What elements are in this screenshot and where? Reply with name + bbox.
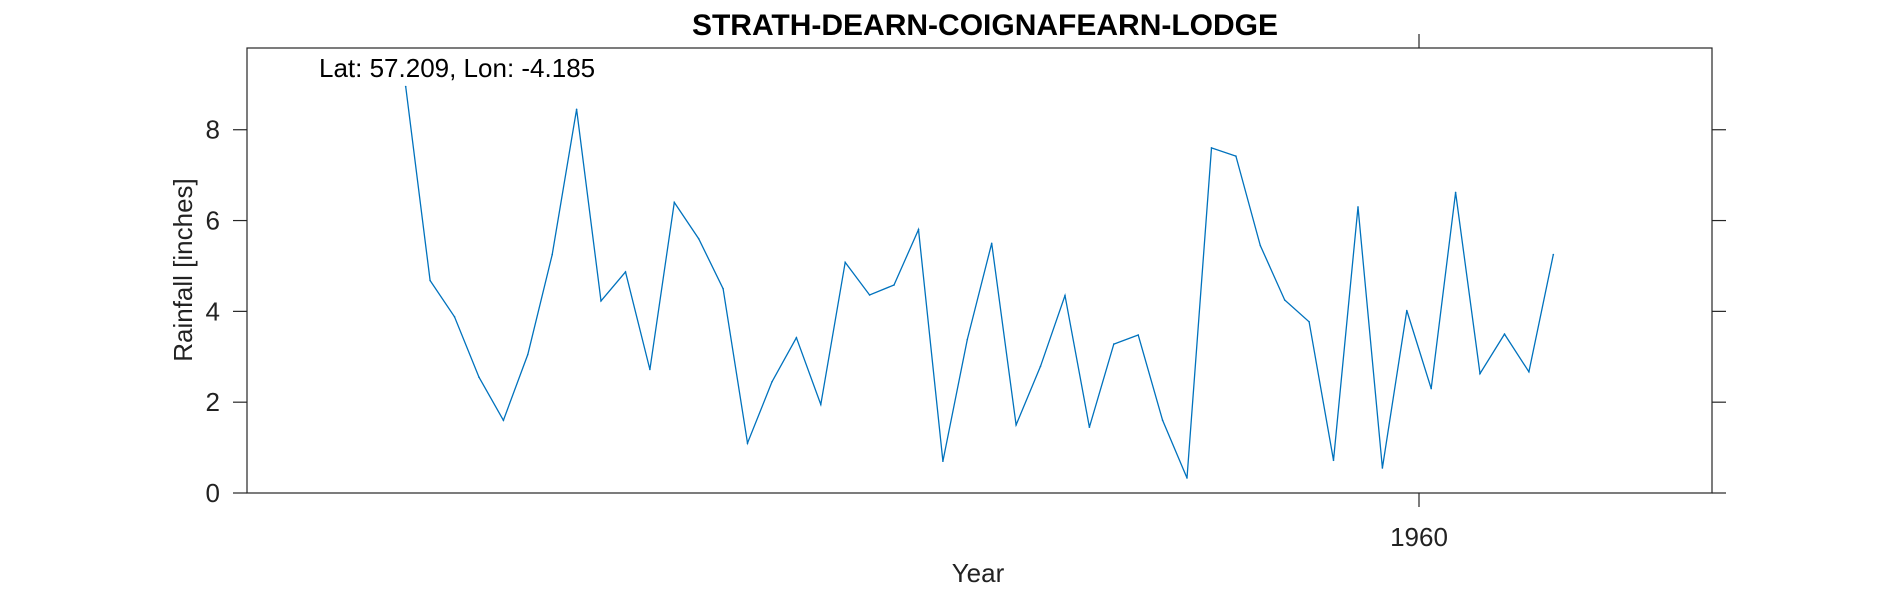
data-point-45 [1503,333,1506,335]
data-point-27 [1064,294,1066,297]
data-point-28 [1088,426,1091,429]
data-point-10 [649,368,651,371]
data-point-22 [942,460,944,463]
data-point-15 [771,381,773,383]
data-point-35 [1259,244,1262,247]
data-point-8 [600,300,602,302]
y-axis-tick-labels: 0 2 4 6 8 [206,115,220,508]
data-point-39 [1357,206,1359,208]
data-point-41 [1406,309,1408,312]
data-point-13 [722,287,724,290]
x-axis-tick-labels: 1960 [1390,522,1448,552]
data-point-20 [893,284,895,286]
data-point-17 [820,403,822,406]
station-coordinates-annotation: Lat: 57.209, Lon: -4.185 [319,53,595,83]
data-point-12 [697,237,700,240]
data-points [404,85,1555,479]
y-tick-label: 0 [206,478,220,508]
data-point-3 [478,376,480,379]
data-point-26 [1039,365,1042,368]
data-point-42 [1430,387,1432,390]
data-point-44 [1479,372,1481,375]
data-point-25 [1015,424,1017,426]
data-point-29 [1113,343,1115,345]
data-point-37 [1308,321,1310,323]
data-point-5 [527,353,529,356]
data-point-30 [1137,334,1139,336]
data-point-18 [844,261,846,264]
data-point-47 [1552,253,1555,256]
data-point-4 [502,419,505,422]
plot-area [246,47,1713,494]
rainfall-series-line [405,86,1554,479]
y-tick-label: 8 [206,115,220,145]
y-axis-label: Rainfall [inches] [168,178,198,362]
data-point-19 [868,294,871,296]
data-point-1 [429,279,431,282]
data-point-7 [575,108,578,111]
y-axis-ticks [233,129,1726,494]
chart-title: STRATH-DEARN-COIGNAFEARN-LODGE [692,9,1278,42]
data-point-0 [404,85,407,88]
data-point-38 [1332,459,1335,462]
data-point-43 [1454,191,1457,194]
plot-frame [246,47,1713,494]
data-point-6 [551,253,553,256]
y-tick-label: 4 [206,296,220,326]
data-point-2 [453,316,456,318]
data-point-46 [1528,371,1530,373]
data-point-11 [673,201,676,204]
data-point-31 [1161,419,1164,422]
y-tick-label: 2 [206,387,220,417]
x-tick-label: 1960 [1390,522,1448,552]
data-point-34 [1235,155,1237,157]
data-point-40 [1381,467,1384,469]
data-point-33 [1210,147,1213,149]
x-axis-label: Year [952,558,1005,588]
data-point-16 [795,336,798,339]
data-point-36 [1283,299,1286,301]
data-point-14 [746,442,749,444]
data-point-24 [990,242,993,245]
y-tick-label: 6 [206,206,220,236]
data-point-23 [966,338,969,341]
data-point-9 [624,271,627,273]
data-point-21 [917,228,920,231]
data-point-32 [1186,477,1188,479]
